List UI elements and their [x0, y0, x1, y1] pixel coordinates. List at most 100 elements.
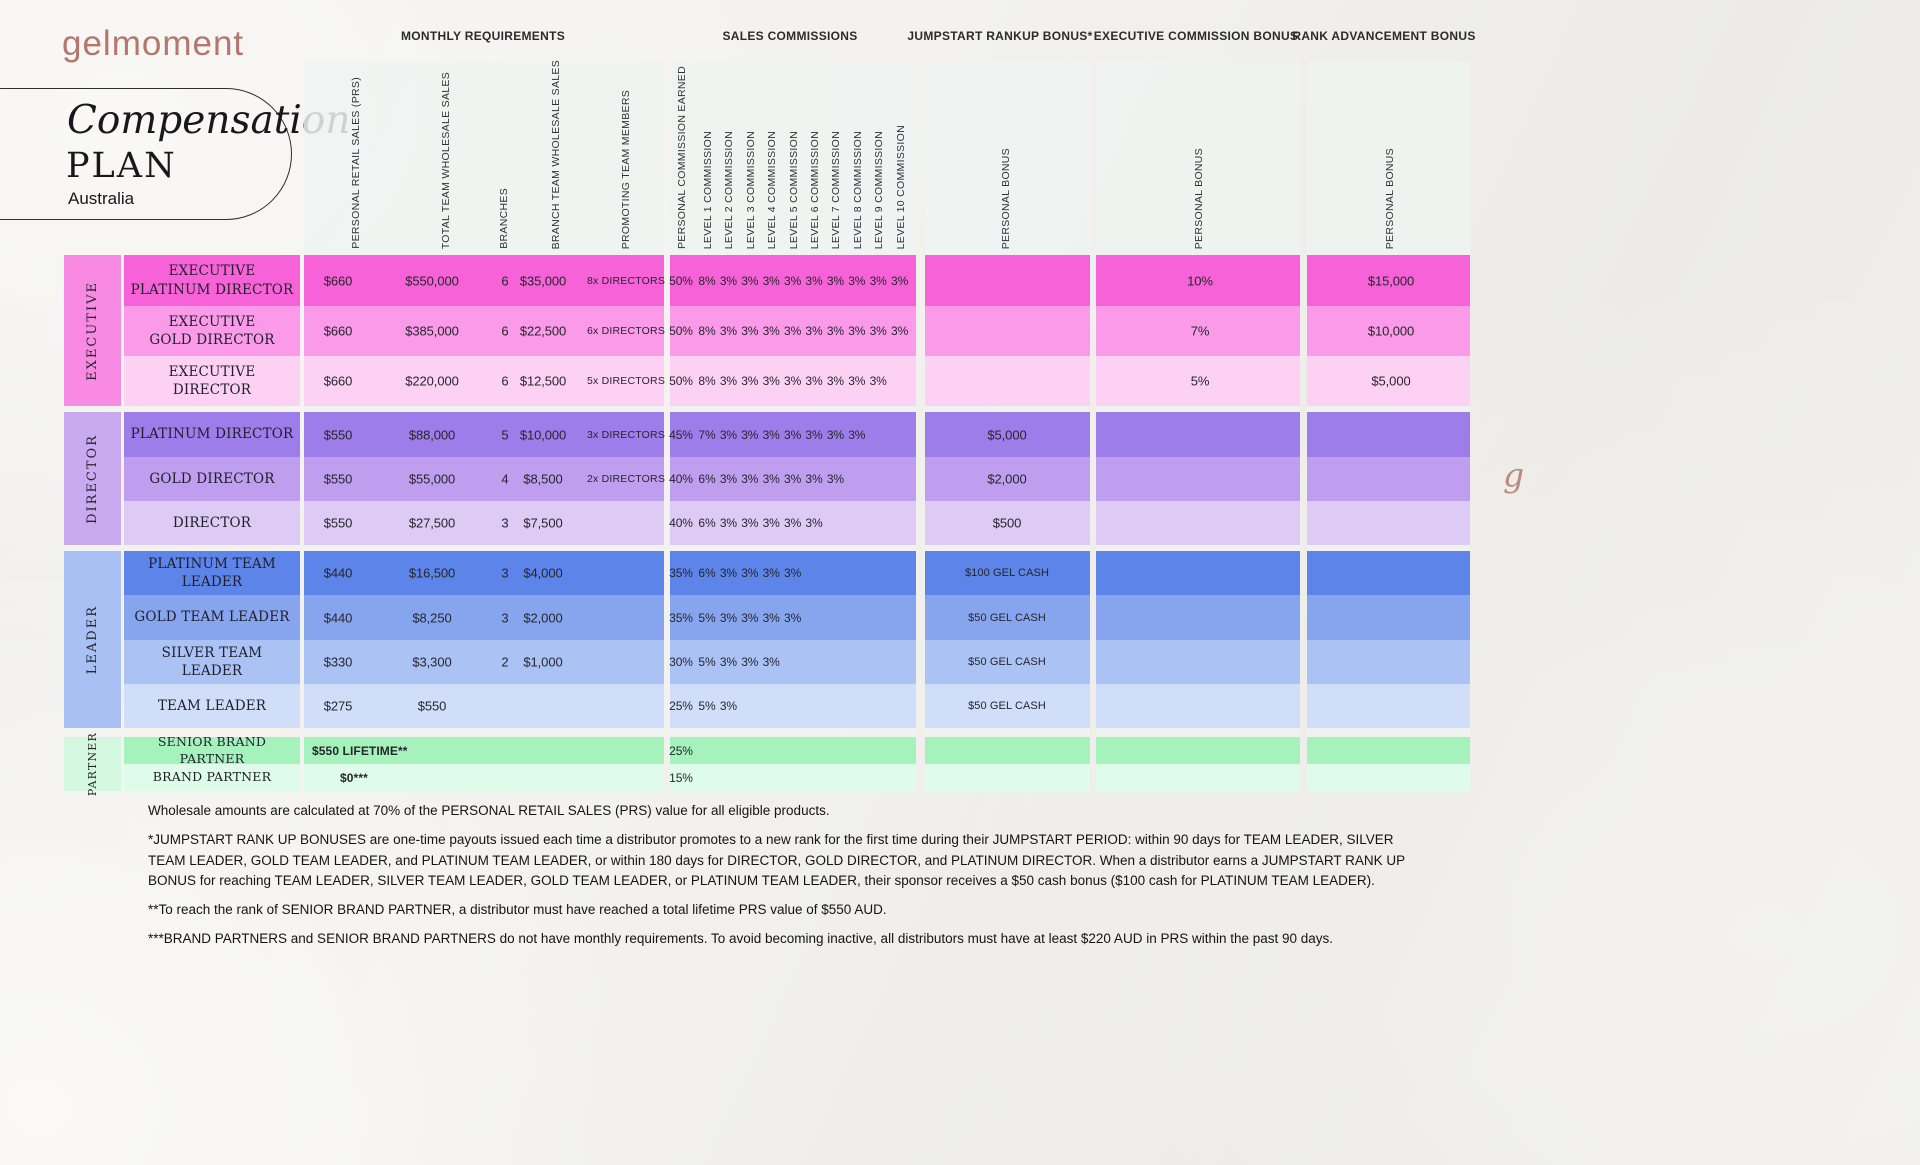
jumpstart-bonus-band	[925, 764, 1090, 791]
monthly-requirement-value: $550 LIFETIME**	[312, 743, 408, 758]
col-header-jumpstart-personal-bonus: PERSONAL BONUS	[1000, 147, 1012, 249]
personal-commission-value: 35%	[669, 610, 693, 625]
rank-advancement-bonus-value: $10,000	[1367, 323, 1415, 339]
jumpstart-bonus-band: $50 GEL CASH	[925, 640, 1090, 684]
branch-team-wholesale-value: $8,500	[523, 471, 563, 487]
level-8-commission-value: 3%	[848, 273, 866, 288]
col-header-commission-10: LEVEL 10 COMMISSION	[894, 124, 907, 249]
rank-advancement-bonus-value: $15,000	[1367, 273, 1415, 288]
total-team-wholesale-value: $385,000	[405, 323, 459, 339]
level-3-commission-value: 3%	[741, 516, 759, 530]
footnotes: Wholesale amounts are calculated at 70% …	[148, 801, 1422, 959]
jumpstart-bonus-band: $50 GEL CASH	[925, 684, 1090, 728]
footnote-jumpstart: *JUMPSTART RANK UP BONUSES are one-time …	[148, 832, 1405, 888]
jumpstart-bonus-value: $50 GEL CASH	[968, 611, 1046, 624]
branches-value: 2	[501, 654, 509, 670]
rank-group-band-leader: LEADER	[64, 551, 121, 728]
monthly-band: $275 $550	[304, 684, 664, 728]
promoting-team-members-value: 2x DIRECTORS	[586, 473, 666, 485]
group-title-rank-advancement: RANK ADVANCEMENT BONUS	[1292, 29, 1476, 43]
footnote-wholesale: Wholesale amounts are calculated at 70% …	[148, 803, 830, 818]
prs-value: $330	[323, 654, 353, 670]
commissions-band: 15%	[669, 764, 916, 791]
level-6-commission-value: 3%	[805, 516, 823, 530]
level-3-commission-value: 3%	[741, 427, 759, 442]
level-1-commission-value: 8%	[698, 374, 716, 388]
col-header-commission-4: LEVEL 4 COMMISSION	[766, 130, 779, 249]
monthly-band: $660 $220,000 6 $12,500 5x DIRECTORS	[304, 356, 666, 406]
prs-value: $660	[323, 273, 353, 288]
rank-advancement-band: $10,000	[1307, 306, 1470, 356]
group-title-monthly-requirements: MONTHLY REQUIREMENTS	[400, 29, 566, 43]
level-1-commission-value: 8%	[698, 324, 716, 338]
monthly-requirement-value: $0***	[340, 770, 368, 785]
col-header-monthly-3: BRANCH TEAM WHOLESALE SALES	[550, 59, 562, 249]
promoting-team-members-value: 3x DIRECTORS	[586, 428, 666, 441]
monthly-band: $660 $385,000 6 $22,500 6x DIRECTORS	[304, 306, 665, 356]
executive-bonus-band	[1096, 501, 1300, 545]
total-team-wholesale-value: $88,000	[408, 427, 456, 442]
level-5-commission-value: 3%	[784, 374, 802, 388]
level-6-commission-value: 3%	[805, 273, 823, 288]
branches-value: 3	[501, 565, 509, 581]
col-header-commission-7: LEVEL 7 COMMISSION	[830, 130, 843, 249]
level-4-commission-value: 3%	[762, 324, 780, 338]
rank-group-label: PARTNER	[86, 731, 99, 797]
col-header-executive-personal-bonus: PERSONAL BONUS	[1193, 147, 1205, 249]
rank-advancement-band	[1307, 595, 1470, 640]
jumpstart-bonus-band: $500	[925, 501, 1090, 545]
col-header-commission-5: LEVEL 5 COMMISSION	[787, 130, 800, 249]
branches-value: 6	[501, 273, 509, 288]
level-2-commission-value: 3%	[719, 516, 737, 530]
rank-group-band-executive: EXECUTIVE	[64, 255, 121, 406]
level-3-commission-value: 3%	[741, 566, 759, 580]
jumpstart-bonus-value: $5,000	[987, 427, 1027, 442]
level-4-commission-value: 3%	[762, 610, 780, 625]
level-10-commission-value: 3%	[891, 273, 909, 288]
branch-team-wholesale-value: $10,000	[519, 427, 567, 442]
jumpstart-bonus-value: $50 GEL CASH	[968, 656, 1046, 668]
personal-commission-value: 25%	[669, 743, 693, 758]
level-5-commission-value: 3%	[784, 427, 802, 442]
commissions-band: 50% 8% 3% 3% 3% 3% 3% 3% 3% 3% 3%	[669, 255, 916, 306]
commissions-band: 40% 6% 3% 3% 3% 3% 3% 3%	[669, 457, 916, 501]
executive-bonus-band	[1096, 764, 1300, 791]
promoting-team-members-value: 5x DIRECTORS	[586, 375, 666, 387]
col-header-monthly-4: PROMOTING TEAM MEMBERS	[620, 89, 632, 249]
prs-value: $550	[323, 471, 353, 487]
personal-commission-value: 15%	[669, 770, 693, 785]
jumpstart-bonus-value: $2,000	[987, 471, 1027, 487]
level-3-commission-value: 3%	[741, 374, 759, 388]
executive-bonus-band	[1096, 640, 1300, 684]
level-4-commission-value: 3%	[762, 472, 780, 486]
level-5-commission-value: 3%	[784, 324, 802, 338]
monthly-band: $550 $88,000 5 $10,000 3x DIRECTORS	[304, 412, 666, 457]
jumpstart-bonus-band: $5,000	[925, 412, 1090, 457]
col-header-commission-0: PERSONAL COMMISSION EARNED	[676, 65, 688, 249]
rank-advancement-band	[1307, 551, 1470, 595]
rank-cell: PLATINUM TEAM LEADER	[124, 551, 300, 595]
level-1-commission-value: 5%	[698, 610, 716, 625]
brand-monogram-icon: g	[1503, 455, 1525, 494]
level-1-commission-value: 5%	[698, 699, 716, 713]
total-team-wholesale-value: $8,250	[412, 610, 452, 625]
rank-advancement-band	[1307, 412, 1470, 457]
col-header-commission-1: LEVEL 1 COMMISSION	[702, 130, 714, 249]
level-9-commission-value: 3%	[869, 273, 887, 288]
rank-advancement-band	[1307, 640, 1470, 684]
rank-cell: EXECUTIVE PLATINUM DIRECTOR	[124, 255, 300, 306]
jumpstart-bonus-value: $500	[992, 515, 1022, 531]
personal-commission-value: 45%	[669, 427, 693, 442]
total-team-wholesale-value: $16,500	[408, 565, 456, 581]
page-title-line2: PLAN	[66, 146, 177, 186]
monthly-band: $550 LIFETIME**	[304, 737, 664, 764]
level-7-commission-value: 3%	[826, 374, 844, 388]
executive-commission-bonus-value: 10%	[1187, 273, 1213, 288]
executive-bonus-band	[1096, 684, 1300, 728]
rank-group-label: DIRECTOR	[85, 433, 100, 524]
rank-advancement-band	[1307, 764, 1470, 791]
executive-commission-bonus-value: 7%	[1190, 323, 1210, 339]
rank-advancement-band: $5,000	[1307, 356, 1470, 406]
personal-commission-value: 50%	[669, 324, 693, 338]
